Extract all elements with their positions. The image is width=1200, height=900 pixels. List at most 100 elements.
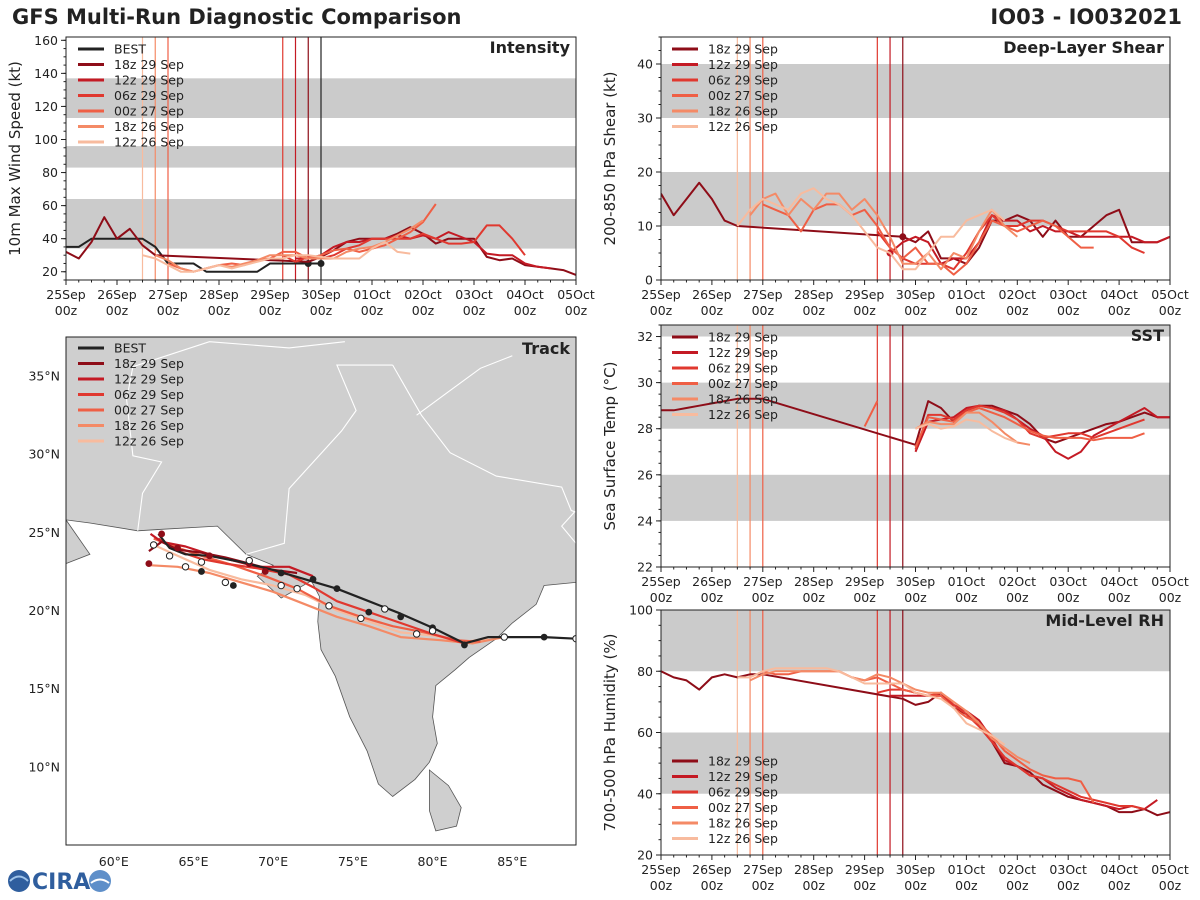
x-tick-label-hour: 00z [463, 303, 486, 318]
y-tick-label: 140 [34, 66, 58, 81]
legend-label-06z-29-sep: 06z 29 Sep [114, 387, 184, 402]
x-tick-label-date: 25Sep [641, 862, 681, 877]
track-point-open-6 [277, 581, 285, 590]
y-tick-label: 30 [637, 111, 653, 126]
logo-globe-icon [8, 870, 30, 892]
series-line-12z-26-sep [915, 418, 1018, 444]
track-point-filled-0 [145, 560, 153, 568]
track-point-open-7 [293, 584, 301, 593]
x-tick-label-hour: 00z [1159, 590, 1182, 605]
x-tick-label-hour: 00z [208, 303, 231, 318]
x-tick-label-hour: 00z [752, 303, 775, 318]
x-tick-label-date: 03Oct [1049, 574, 1087, 589]
y-tick-label: 10 [637, 219, 653, 234]
x-tick-label-date: 26Sep [692, 574, 732, 589]
legend-label-18z-29-sep: 18z 29 Sep [114, 356, 184, 371]
x-tick-label-hour: 00z [565, 303, 588, 318]
x-tick-label-hour: 00z [412, 303, 435, 318]
legend-label-12z-26-sep: 12z 26 Sep [114, 434, 184, 449]
x-tick-label-date: 05Oct [1151, 287, 1189, 302]
x-tick-label-date: 03Oct [455, 287, 493, 302]
shade-band-1 [661, 610, 1170, 672]
chart-title: Deep-Layer Shear [1003, 38, 1164, 57]
y-tick-label: 40 [42, 231, 58, 246]
y-tick-label: 100 [629, 603, 653, 618]
legend-label-06z-29-sep: 06z 29 Sep [708, 73, 778, 88]
chart-title: SST [1131, 326, 1164, 345]
track-point-filled-14 [198, 568, 205, 575]
legend-label-00z-27-sep: 00z 27 Sep [708, 800, 778, 815]
legend-label-00z-27-sep: 00z 27 Sep [708, 88, 778, 103]
legend-label-best: BEST [114, 341, 146, 356]
shade-band-0 [661, 732, 1170, 794]
track-point-filled-1 [158, 530, 166, 538]
track-point-filled-8 [333, 585, 341, 593]
x-tick-label-hour: 00z [1159, 303, 1182, 318]
series-line-06z-29-sep [914, 404, 1145, 450]
x-tick-label-hour: 00z [650, 878, 673, 893]
legend-label-18z-26-sep: 18z 26 Sep [114, 119, 184, 134]
y-tick-label: 26 [637, 467, 653, 482]
y-tick-label: 24 [637, 513, 653, 528]
x-tick-label-hour: 00z [904, 878, 927, 893]
track-line-best [157, 533, 576, 645]
y-tick-label: 40 [637, 786, 653, 801]
x-tick-label-hour: 00z [1006, 303, 1029, 318]
sst-chart: 22242628303225Sep00z26Sep00z27Sep00z28Se… [601, 324, 1189, 605]
track-line-06z-29-sep [157, 537, 465, 645]
y-tick-label: 160 [34, 33, 58, 48]
x-tick-label-hour: 00z [904, 303, 927, 318]
x-tick-label-date: 02Oct [999, 574, 1037, 589]
x-tick-label-date: 30Sep [301, 287, 341, 302]
legend-label-06z-29-sep: 06z 29 Sep [708, 785, 778, 800]
series-line-18z-26-sep [749, 670, 1031, 765]
track-point-filled-2 [174, 544, 181, 552]
track-map: 60°E 65°E 70°E 75°E 80°E 85°E 10°N 15°N 20°N 25°N… [28, 336, 577, 869]
x-tick-label: 60°E [99, 854, 129, 869]
rh-chart: 2040608010025Sep00z26Sep00z27Sep00z28Sep… [601, 603, 1189, 894]
track-point-open-3 [197, 558, 206, 566]
legend-label-18z-29-sep: 18z 29 Sep [708, 330, 778, 345]
legend-label-00z-27-sep: 00z 27 Sep [114, 403, 184, 418]
y-axis-label: Sea Surface Temp (°C) [601, 361, 619, 530]
x-tick-label-hour: 00z [55, 303, 78, 318]
x-tick-label-hour: 00z [752, 878, 775, 893]
legend-label-00z-27-sep: 00z 27 Sep [708, 376, 778, 391]
series-line-18z-29-sep [661, 397, 1170, 446]
y-tick-label: 100 [34, 132, 58, 147]
x-tick-label-date: 28Sep [794, 287, 834, 302]
x-tick-label-date: 29Sep [845, 287, 885, 302]
track-point-open-12 [428, 627, 437, 635]
y-axis-label: 10m Max Wind Speed (kt) [6, 61, 24, 256]
legend-label-00z-27-sep: 00z 27 Sep [114, 104, 184, 119]
legend-label-12z-26-sep: 12z 26 Sep [708, 119, 778, 134]
x-tick-label: 80°E [418, 854, 448, 869]
page-title: GFS Multi-Run Diagnostic Comparison [12, 5, 462, 29]
series-line-06z-29-sep [876, 214, 1145, 271]
chart-title: Mid-Level RH [1045, 611, 1164, 630]
x-tick-label-date: 02Oct [999, 287, 1037, 302]
x-tick-label: 65°E [178, 854, 208, 869]
y-tick-label: 25°N [28, 525, 60, 540]
x-tick-label-date: 03Oct [1049, 862, 1087, 877]
track-point-filled-7 [309, 575, 317, 583]
country-border-4 [560, 511, 576, 544]
legend-label-18z-29-sep: 18z 29 Sep [708, 42, 778, 57]
series-line-00z-27-sep-b [914, 407, 1145, 448]
track-point-open-11 [412, 630, 421, 638]
shade-band-1 [661, 64, 1170, 118]
y-tick-label: 10°N [28, 759, 60, 774]
series-line-12z-29-sep [889, 214, 1170, 265]
y-tick-label: 35°N [28, 369, 60, 384]
x-tick-label-hour: 00z [650, 590, 673, 605]
y-tick-label: 60 [637, 725, 653, 740]
x-tick-label-hour: 00z [1057, 878, 1080, 893]
legend-label-12z-29-sep: 12z 29 Sep [114, 372, 184, 387]
x-tick-label-date: 05Oct [1151, 862, 1189, 877]
legend-label-12z-26-sep: 12z 26 Sep [708, 407, 778, 422]
track-point-open-8 [325, 602, 333, 610]
x-tick-label-hour: 00z [701, 590, 724, 605]
legend-label-18z-29-sep: 18z 29 Sep [114, 57, 184, 72]
series-line-00z-27-sep [863, 400, 879, 427]
y-tick-label: 80 [637, 664, 653, 679]
